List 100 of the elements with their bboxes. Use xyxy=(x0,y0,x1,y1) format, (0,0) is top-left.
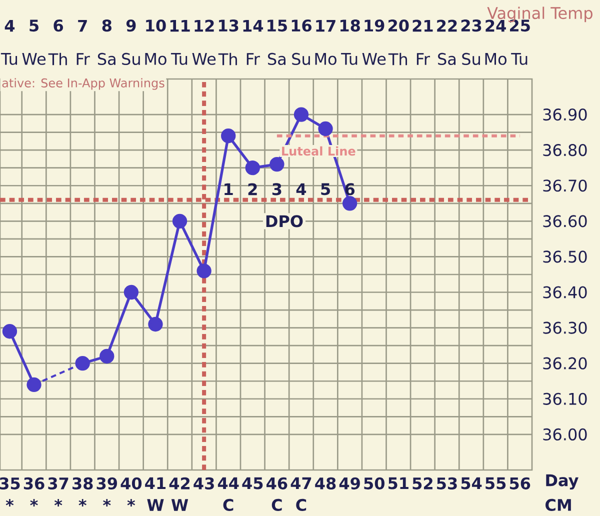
x2-tick-label: 17 xyxy=(316,20,336,32)
text: Sa xyxy=(438,52,456,66)
text: Th xyxy=(48,52,67,66)
text: Th xyxy=(218,52,237,66)
text: W xyxy=(147,499,164,511)
text: * xyxy=(30,499,38,506)
x2-tick-label: 20 xyxy=(388,20,409,32)
annotation: DPO xyxy=(266,215,303,228)
text: W xyxy=(171,499,188,511)
y-tick-label: 36.70 xyxy=(543,180,587,192)
text: Fr xyxy=(76,53,90,65)
x-tick-label: 44 xyxy=(218,477,239,490)
series-label: Luteal Line xyxy=(282,146,356,156)
text: Day xyxy=(546,474,578,490)
point xyxy=(2,324,18,339)
x-tick-label: 50 xyxy=(364,477,384,490)
x-tick-label: 48 xyxy=(315,477,336,490)
x2-tick-label: 16 xyxy=(292,20,312,32)
annotation: 5 xyxy=(321,183,330,196)
annotation: 3 xyxy=(272,183,282,196)
x-tick-label: 45 xyxy=(242,477,263,490)
point xyxy=(318,121,333,136)
x-tick-label: 52 xyxy=(412,477,432,490)
text: * xyxy=(127,499,136,506)
text: Tu xyxy=(170,53,188,65)
x2-tick-label: 10 xyxy=(146,20,166,32)
text: Tu xyxy=(0,53,18,65)
point xyxy=(124,284,139,300)
text: Tu xyxy=(511,53,528,65)
x-tick-label: 46 xyxy=(266,477,288,490)
point xyxy=(100,348,114,364)
text: * xyxy=(103,499,111,506)
text: Su xyxy=(122,52,140,66)
x2-tick-label: 9 xyxy=(126,20,136,32)
point xyxy=(196,264,212,278)
x2-tick-label: 11 xyxy=(170,20,190,32)
point xyxy=(221,128,236,144)
text: Sa xyxy=(98,52,116,66)
x2-tick-label: 18 xyxy=(340,20,360,32)
y-tick-label: 36.20 xyxy=(543,357,587,370)
x-tick-label: 39 xyxy=(96,477,117,490)
text: Mo xyxy=(145,53,166,65)
annotation: 2 xyxy=(248,183,257,196)
x-tick-label: 55 xyxy=(486,477,506,490)
text: * xyxy=(54,499,62,506)
x2-tick-label: 19 xyxy=(364,20,384,32)
y-tick-label: 36.10 xyxy=(543,392,587,405)
text: C xyxy=(223,498,234,512)
text: * xyxy=(78,499,86,506)
x-tick-label: 41 xyxy=(145,477,166,490)
x-tick-label: 43 xyxy=(194,477,214,490)
x-tick-label: 56 xyxy=(510,477,530,490)
text: * xyxy=(6,499,14,506)
text: Mo xyxy=(315,53,336,65)
text: CM xyxy=(546,498,571,512)
x2-tick-label: 5 xyxy=(30,20,38,32)
x2-tick-label: 6 xyxy=(54,20,64,32)
x2-tick-label: 14 xyxy=(243,20,264,32)
x2-tick-label: 23 xyxy=(461,20,482,32)
text: We xyxy=(362,53,386,65)
point xyxy=(245,160,260,176)
x2-tick-label: 21 xyxy=(412,20,433,32)
text: Mo xyxy=(485,53,506,65)
text: We xyxy=(22,53,46,65)
annotation: ative: See In-App Warnings xyxy=(2,78,164,90)
y-tick-label: 36.60 xyxy=(543,215,587,228)
x-tick-label: 47 xyxy=(290,477,312,490)
x2-tick-label: 7 xyxy=(78,20,87,32)
x-tick-label: 37 xyxy=(48,477,68,490)
text: Fr xyxy=(246,53,260,65)
x-tick-label: 42 xyxy=(169,477,190,490)
x-tick-label: 54 xyxy=(461,477,482,490)
x2-tick-label: 13 xyxy=(219,20,238,32)
point xyxy=(270,156,284,172)
text: Su xyxy=(292,52,310,66)
x-tick-label: 40 xyxy=(120,477,142,490)
y-tick-label: 36.90 xyxy=(543,108,587,121)
annotation: 1 xyxy=(224,183,233,196)
x2-tick-label: 22 xyxy=(437,20,457,32)
y-tick-label: 36.30 xyxy=(543,322,587,334)
point xyxy=(172,214,188,228)
x-tick-label: 38 xyxy=(72,477,93,490)
x-tick-label: 36 xyxy=(24,477,44,490)
point xyxy=(342,196,358,211)
y-tick-label: 36.40 xyxy=(543,286,587,298)
text: C xyxy=(272,498,282,512)
x2-tick-label: 15 xyxy=(268,20,287,32)
text: We xyxy=(192,53,216,65)
y-tick-label: 36.00 xyxy=(543,428,587,440)
x2-tick-label: 8 xyxy=(102,20,112,32)
x-tick-label: 49 xyxy=(339,477,360,490)
text: Tu xyxy=(341,53,358,65)
text: Th xyxy=(388,52,407,66)
y-tick-label: 36.80 xyxy=(543,144,587,156)
point xyxy=(148,316,163,332)
x-tick-label: 53 xyxy=(437,477,457,490)
text: Fr xyxy=(416,53,430,65)
y-tick-label: 36.50 xyxy=(543,250,587,263)
text: C xyxy=(296,498,306,512)
x-tick-label: 35 xyxy=(0,477,20,490)
